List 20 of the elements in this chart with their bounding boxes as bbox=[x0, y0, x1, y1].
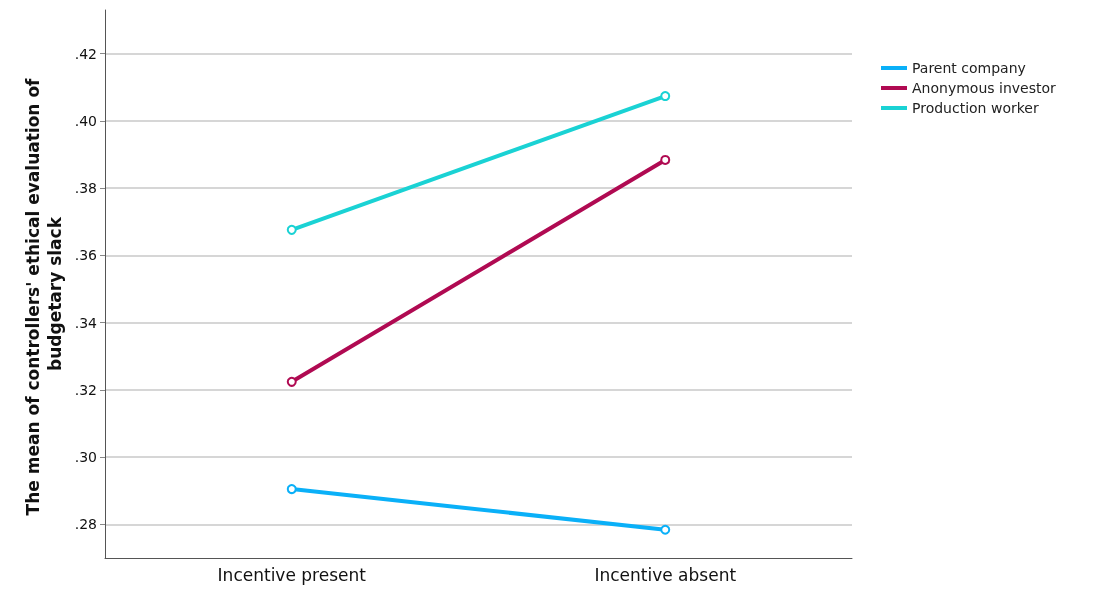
point bbox=[660, 91, 671, 102]
y-tick-label: .28 bbox=[74, 516, 97, 533]
point bbox=[660, 154, 671, 165]
y-tick-label: .42 bbox=[74, 45, 97, 62]
y-tick-label: .40 bbox=[74, 112, 97, 129]
x-tick-label: Incentive present bbox=[217, 564, 367, 585]
legend-label: Anonymous investor bbox=[912, 80, 1056, 96]
point bbox=[286, 224, 297, 235]
point bbox=[286, 484, 297, 495]
point bbox=[286, 376, 297, 387]
y-tick-label: .32 bbox=[74, 381, 97, 398]
legend-label: Parent company bbox=[912, 60, 1026, 76]
y-tick-label: .34 bbox=[74, 314, 98, 331]
legend-label: Production worker bbox=[912, 100, 1039, 116]
y-tick-label: .30 bbox=[74, 449, 97, 466]
y-tick-label: .38 bbox=[74, 180, 97, 197]
x-tick-label: Incentive absent bbox=[594, 564, 737, 585]
point bbox=[660, 524, 671, 535]
y-axis-title: The mean of controllers' ethical evaluation of budgetary slack bbox=[23, 72, 65, 516]
y-tick-label: .36 bbox=[74, 247, 98, 264]
